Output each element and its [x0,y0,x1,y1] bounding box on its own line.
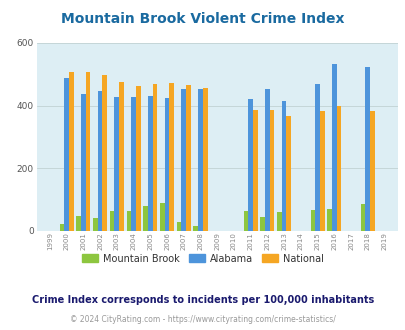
Bar [364,67,369,231]
Bar [60,224,64,231]
Bar [81,94,85,231]
Bar [243,211,248,231]
Bar [314,84,319,231]
Bar [114,97,119,231]
Bar [176,222,181,231]
Bar [76,216,81,231]
Bar [152,84,157,231]
Bar [160,203,164,231]
Bar [326,209,331,231]
Bar [109,211,114,231]
Bar [310,210,314,231]
Bar [202,88,207,231]
Bar [85,72,90,231]
Text: Mountain Brook Violent Crime Index: Mountain Brook Violent Crime Index [61,12,344,25]
Bar [69,72,73,231]
Bar [269,110,274,231]
Bar [319,111,324,231]
Bar [331,64,336,231]
Text: © 2024 CityRating.com - https://www.cityrating.com/crime-statistics/: © 2024 CityRating.com - https://www.city… [70,315,335,324]
Bar [119,82,124,231]
Bar [181,89,185,231]
Bar [185,84,190,231]
Bar [164,98,169,231]
Bar [264,89,269,231]
Bar [277,212,281,231]
Bar [198,89,202,231]
Bar [169,83,174,231]
Bar [102,75,107,231]
Bar [369,111,374,231]
Bar [252,110,257,231]
Bar [64,78,69,231]
Bar [248,99,252,231]
Legend: Mountain Brook, Alabama, National: Mountain Brook, Alabama, National [78,249,327,267]
Bar [147,96,152,231]
Bar [281,101,286,231]
Bar [131,97,136,231]
Bar [98,91,102,231]
Bar [336,106,341,231]
Bar [193,226,198,231]
Bar [286,116,290,231]
Text: Crime Index corresponds to incidents per 100,000 inhabitants: Crime Index corresponds to incidents per… [32,295,373,305]
Bar [360,204,364,231]
Bar [260,217,264,231]
Bar [126,211,131,231]
Bar [136,86,140,231]
Bar [143,206,147,231]
Bar [93,218,98,231]
